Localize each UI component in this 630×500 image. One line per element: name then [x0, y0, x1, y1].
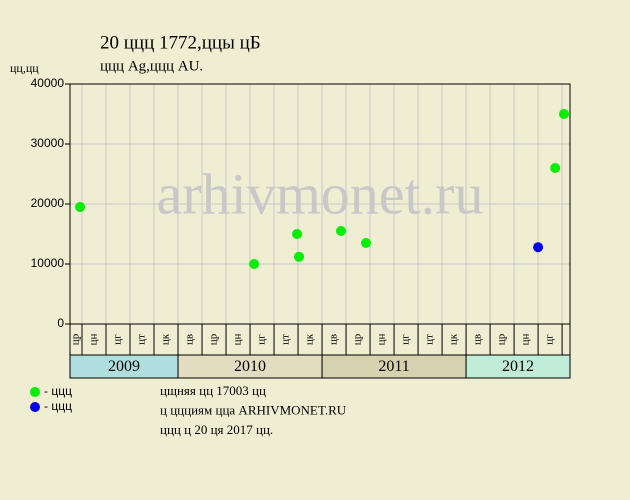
- y-axis-label: цц,цц: [10, 61, 39, 75]
- chart-title: 20 ццц 1772,ццы цБ: [100, 32, 261, 53]
- x-tick-label: цг: [112, 334, 124, 345]
- data-point: [558, 109, 569, 119]
- data-point: [550, 163, 561, 173]
- year-label: 2011: [378, 358, 409, 375]
- x-tick-label: цт: [280, 334, 292, 345]
- data-point: [75, 202, 86, 212]
- legend-marker: [30, 387, 40, 397]
- x-tick-label: цг: [256, 334, 268, 345]
- legend-label: - ццц: [44, 399, 72, 413]
- data-point: [336, 226, 347, 236]
- y-tick-label: 0: [57, 316, 64, 330]
- footer-note: ццц ц 20 ця 2017 цц.: [160, 422, 273, 437]
- x-tick-label: цв: [184, 334, 196, 345]
- x-tick-label: цр: [352, 333, 364, 345]
- data-point: [292, 229, 303, 239]
- y-tick-label: 30000: [31, 136, 65, 150]
- x-tick-label: цн: [232, 334, 244, 346]
- year-label: 2009: [108, 358, 140, 375]
- x-tick-label: цн: [88, 334, 100, 346]
- legend-label: - ццц: [44, 384, 72, 398]
- x-tick-label: цр: [70, 333, 82, 345]
- x-tick-label: цв: [472, 334, 484, 345]
- data-point: [293, 251, 304, 262]
- x-tick-label: цк: [304, 333, 316, 345]
- legend-marker: [30, 402, 40, 412]
- y-tick-label: 40000: [31, 76, 65, 90]
- x-tick-label: цр: [496, 333, 508, 345]
- x-tick-label: цн: [520, 334, 532, 346]
- data-point: [533, 242, 544, 253]
- x-tick-label: цв: [328, 334, 340, 345]
- watermark: arhivmonet.ru: [157, 161, 484, 226]
- footer-note: ц ццциям цца ARHIVMONET.RU: [160, 402, 347, 417]
- x-tick-label: цт: [136, 334, 148, 345]
- chart-subtitle: ццц Ag,ццц AU.: [100, 58, 203, 74]
- x-tick-label: цт: [424, 334, 436, 345]
- y-tick-label: 10000: [31, 256, 65, 270]
- x-tick-label: цг: [544, 334, 556, 345]
- footer-note: цщняя цц 17003 цц: [160, 383, 266, 398]
- year-label: 2012: [502, 358, 534, 375]
- data-point: [360, 238, 371, 248]
- x-tick-label: цк: [160, 333, 172, 345]
- month-row-frame: [69, 323, 571, 356]
- data-point: [249, 259, 260, 269]
- x-tick-label: цк: [448, 333, 460, 345]
- x-tick-label: цр: [208, 333, 220, 345]
- x-tick-label: цн: [376, 334, 388, 346]
- year-label: 2010: [234, 358, 266, 375]
- x-tick-label: цг: [400, 334, 412, 345]
- y-tick-label: 20000: [31, 196, 65, 210]
